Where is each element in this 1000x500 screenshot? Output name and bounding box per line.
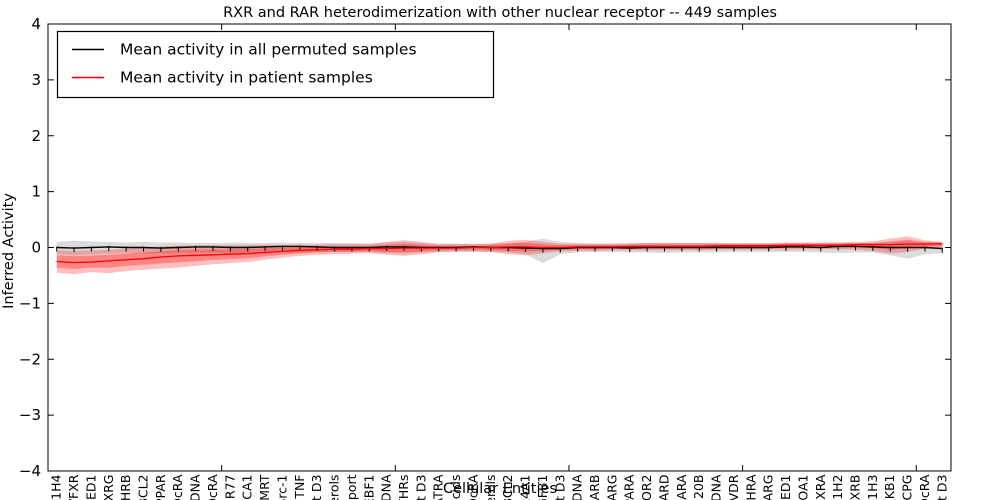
category-label: TGFB1 [535, 475, 550, 500]
category-label: NR4A1 [518, 475, 533, 500]
patient-mean-line [56, 242, 943, 264]
y-tick-label: −1 [19, 294, 41, 312]
category-label: cholesterol transport [344, 474, 359, 500]
x-axis-label: Cellular Entities [443, 481, 557, 497]
category-label: mol:Vit D3 [413, 475, 428, 500]
chart-title: RXR and RAR heterodimerization with othe… [223, 5, 777, 21]
category-label: RXR alpha/CCPG [900, 475, 915, 500]
category-label: RARs/RARs/DNA/9cRA [917, 474, 932, 500]
category-label: TNF [292, 475, 307, 500]
category-label: mol:ATRA [431, 474, 446, 500]
category-label: FAM120B [691, 475, 706, 500]
legend: Mean activity in all permuted samples Me… [56, 30, 495, 99]
y-axis-label: Inferred Activity [1, 193, 17, 309]
y-tick-label: 4 [31, 15, 41, 33]
y-tick-label: 2 [31, 127, 41, 145]
category-label: VDR/VDR/Vit D3 [552, 475, 567, 500]
category-label: VDR/VDR/DNA [709, 474, 724, 500]
y-tick-label: −2 [19, 350, 41, 368]
category-label: mol:Bile acids [448, 475, 463, 500]
legend-permuted-label: Mean activity in all permuted samples [120, 41, 417, 59]
category-label: RXRs/VDR/DNA/Vit D3 [309, 475, 324, 500]
category-label: MED1 [778, 475, 793, 500]
category-label: SREBF1 [361, 475, 376, 500]
category-label: mol:9cRA [465, 474, 480, 500]
category-label: NCOA1 [795, 475, 810, 500]
category-label: VDR/Vit D3/DNA [570, 474, 585, 500]
plot-area: −4 −3 −2 −1 0 1 2 3 4 NR1H4RXRs/FXRRXRs/FXR/9cRA/… [19, 15, 951, 500]
y-tick-label: 1 [31, 183, 41, 201]
axes-frame [47, 23, 952, 472]
category-label: RARs/THRs [396, 475, 411, 500]
legend-box [56, 30, 495, 99]
category-label: RARs/VDR/DNA/Vit D3 [934, 475, 949, 500]
category-label: RXRs/NUR77 [222, 475, 237, 500]
category-label: RARA [674, 474, 689, 500]
category-label: RXRs/PPAR [153, 474, 168, 500]
category-label: RXRA [813, 474, 828, 500]
y-tick-label: −3 [19, 406, 41, 424]
category-label: PPARG [604, 475, 619, 500]
category-label: NR1H3 [865, 475, 880, 500]
category-label: RARB [587, 475, 602, 500]
category-label: RARs/THRs/DNA/Src-1 [274, 475, 289, 500]
category-label: RARs/THRs/DNA/SMRT [257, 474, 272, 500]
category-label: PPARA [622, 474, 637, 500]
category-label: RXRB [847, 475, 862, 500]
category-label: RXRs/LXRs/DNA [379, 474, 394, 500]
category-label: RPS6KB1 [882, 475, 897, 500]
category-label: RXRs/PPAR/9cRA/PGJ2/DNA [188, 474, 203, 500]
category-label: RXRG [101, 475, 116, 500]
y-tick-label: 3 [31, 71, 41, 89]
category-label: PPARD [656, 475, 671, 500]
category-label: RXRs/LXRs/DNA/Oxysterols [327, 475, 342, 500]
category-label: RXRs/NUR77/BCL2 [136, 475, 151, 500]
category-label: RXRs/FXR/9cRA/MED1 [83, 475, 98, 500]
category-label: NR1H2 [830, 475, 845, 500]
category-label: THRA [743, 474, 758, 500]
y-tick-label: −4 [19, 462, 41, 480]
category-label: ABCA1 [240, 475, 255, 500]
category-label: RXRs/FXR [66, 474, 81, 500]
category-label: THRB [118, 475, 133, 500]
category-label: RXRs/RXRs/DNA/9cRA [205, 474, 220, 500]
category-label: NR1H4 [49, 474, 64, 500]
category-label: BCL2 [500, 475, 515, 500]
category-label: VDR [726, 474, 741, 500]
category-label: mol:Oxysterols [483, 475, 498, 500]
category-label: RARG [761, 475, 776, 500]
category-label: NCOR2 [639, 475, 654, 500]
legend-patient-label: Mean activity in patient samples [120, 69, 373, 87]
y-tick-label: 0 [31, 239, 41, 257]
category-label: RXRs/LXRs/DNA/9cRA [170, 474, 185, 500]
permuted-band [56, 238, 943, 264]
